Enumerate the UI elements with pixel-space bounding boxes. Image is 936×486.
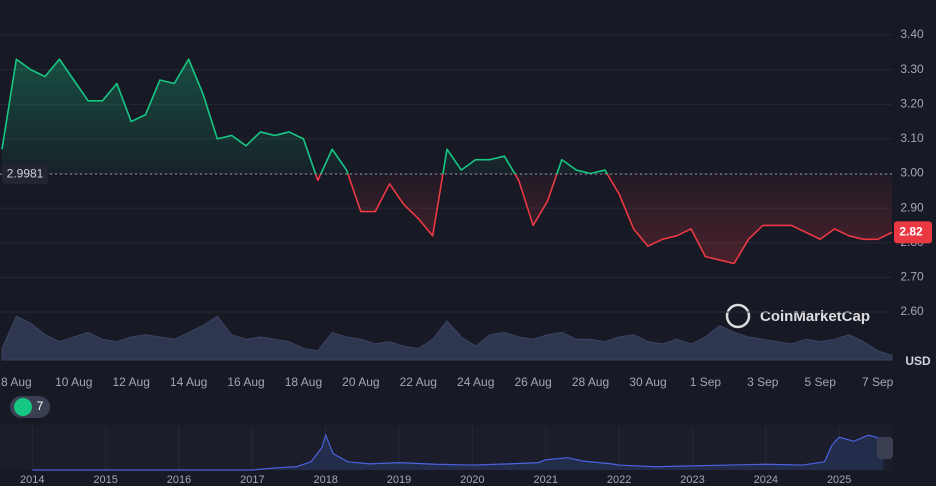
- navigator-tick-label: 2016: [167, 474, 191, 486]
- x-tick-label: 8 Aug: [1, 375, 32, 389]
- x-tick-label: 30 Aug: [629, 375, 666, 389]
- badge-count: 7: [37, 399, 44, 413]
- price-label: 2.82: [899, 225, 923, 239]
- x-tick-label: 5 Sep: [805, 375, 837, 389]
- navigator-line: [32, 433, 884, 471]
- price-label-bg: [894, 221, 932, 244]
- badge[interactable]: 7: [10, 396, 50, 418]
- navigator-tick-label: 2019: [387, 474, 411, 486]
- y-tick-label: 3.30: [900, 62, 924, 76]
- y-tick-label: 3.20: [900, 96, 924, 110]
- navigator-tick-label: 2020: [460, 474, 484, 486]
- x-tick-label: 20 Aug: [342, 375, 379, 389]
- x-tick-label: 18 Aug: [285, 375, 322, 389]
- navigator-tick-label: 2015: [93, 474, 117, 486]
- x-tick-label: 28 Aug: [572, 375, 609, 389]
- navigator-tick-label: 2021: [534, 474, 558, 486]
- y-tick-label: 3.00: [900, 166, 924, 180]
- navigator-tick-label: 2025: [827, 474, 851, 486]
- y-tick-label: 3.40: [900, 27, 924, 41]
- x-tick-label: 14 Aug: [170, 375, 207, 389]
- y-tick-label: 2.90: [900, 200, 924, 214]
- navigator-tick-label: 2014: [20, 474, 44, 486]
- volume-area: [1, 315, 893, 361]
- y-tick-label: 2.70: [900, 270, 924, 284]
- navigator-tick-label: 2024: [754, 474, 778, 486]
- watermark-text: CoinMarketCap: [760, 308, 870, 325]
- area-fill: [2, 59, 892, 264]
- navigator-handle[interactable]: [877, 437, 893, 459]
- navigator-tick-label: 2023: [680, 474, 704, 486]
- price-line: [1, 58, 893, 265]
- baseline-label-bg: [2, 164, 48, 185]
- navigator-tick-label: 2017: [240, 474, 264, 486]
- x-tick-label: 26 Aug: [514, 375, 551, 389]
- x-tick-label: 12 Aug: [113, 375, 150, 389]
- x-tick-label: 10 Aug: [55, 375, 92, 389]
- x-tick-label: 16 Aug: [227, 375, 264, 389]
- x-tick-label: 22 Aug: [400, 375, 437, 389]
- badge-icon: [14, 398, 32, 416]
- y-tick-label: 2.60: [900, 304, 924, 318]
- navigator-tick-label: 2022: [607, 474, 631, 486]
- navigator-bg: [0, 425, 892, 470]
- x-tick-label: 1 Sep: [690, 375, 722, 389]
- baseline-label: 2.9981: [7, 166, 44, 180]
- currency-label: USD: [905, 354, 931, 368]
- x-tick-label: 24 Aug: [457, 375, 494, 389]
- x-tick-label: 7 Sep: [862, 375, 894, 389]
- navigator-tick-label: 2018: [313, 474, 337, 486]
- navigator-area: [32, 435, 884, 470]
- y-tick-label: 3.10: [900, 131, 924, 145]
- x-tick-label: 3 Sep: [747, 375, 779, 389]
- watermark-logo: [725, 303, 751, 329]
